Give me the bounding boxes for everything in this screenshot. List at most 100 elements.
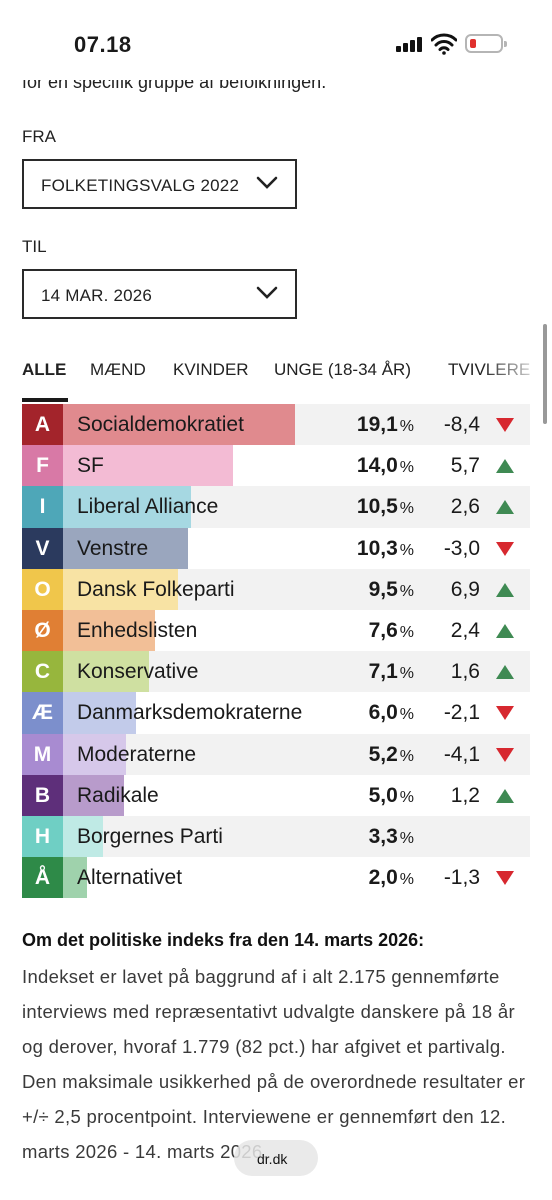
party-percentage-value: 9,5 [368, 577, 398, 601]
from-select[interactable]: FOLKETINGSVALG 2022 [22, 159, 297, 209]
party-name: Liberal Alliance [77, 495, 219, 519]
to-select-value: 14 MAR. 2026 [41, 286, 153, 305]
party-share-bar [63, 404, 295, 446]
triangle-up-icon [496, 623, 514, 638]
party-change: 5,7 [450, 454, 480, 478]
status-time: 07.18 [74, 32, 132, 57]
party-letter-badge: A [22, 404, 63, 446]
party-share-bar [63, 527, 189, 569]
percent-symbol: % [399, 623, 414, 641]
party-percentage: 5,2% [322, 743, 414, 767]
party-name: Radikale [77, 783, 159, 807]
party-change: -3,0 [443, 536, 480, 560]
percent-symbol: % [399, 747, 414, 765]
party-letter-badge: F [22, 445, 63, 487]
party-percentage: 10,3% [322, 537, 414, 561]
party-letter-badge: H [22, 815, 63, 858]
party-name: SF [77, 454, 104, 478]
party-percentage-value: 3,3 [368, 824, 398, 848]
tab-alle[interactable]: ALLE [22, 360, 67, 379]
wifi-icon [431, 33, 457, 55]
percent-symbol: % [399, 459, 414, 477]
triangle-down-icon [496, 871, 514, 886]
triangle-up-icon [496, 459, 514, 474]
party-change: 2,6 [450, 495, 480, 519]
party-letter-badge: C [22, 651, 63, 693]
party-share-bar [63, 651, 150, 693]
triangle-up-icon [496, 582, 514, 597]
to-select[interactable]: 14 MAR. 2026 [22, 269, 297, 319]
party-percentage: 7,6% [322, 619, 414, 643]
cellular-signal-icon [396, 36, 422, 52]
status-bar: 07.18 [0, 0, 552, 80]
about-body: Indekset er lavet på baggrund af i alt 2… [22, 966, 526, 1162]
party-percentage-value: 5,2 [368, 742, 398, 766]
party-share-bar [63, 815, 104, 858]
tabs-fade [482, 356, 552, 396]
party-row: F SF 14,0% 5,7 [22, 445, 530, 487]
triangle-up-icon [496, 788, 514, 803]
party-name: Danmarksdemokraterne [77, 701, 303, 725]
party-percentage-value: 10,3 [356, 536, 398, 560]
scrollbar[interactable] [543, 324, 547, 424]
triangle-down-icon [496, 706, 514, 721]
tab-kvinder[interactable]: KVINDER [173, 360, 249, 379]
party-name: Venstre [77, 536, 149, 560]
percent-symbol: % [399, 871, 414, 889]
triangle-up-icon [496, 500, 514, 515]
party-change: -8,4 [443, 413, 480, 436]
party-percentage: 2,0% [322, 866, 414, 890]
url-text: dr.dk [257, 1151, 288, 1167]
party-change: 2,4 [450, 618, 480, 642]
about-title: Om det politiske indeks fra den 14. mart… [22, 930, 425, 950]
party-change: 1,2 [450, 783, 480, 807]
from-select-value: FOLKETINGSVALG 2022 [41, 176, 240, 195]
party-share-bar [63, 445, 234, 487]
party-letter-badge: V [22, 527, 63, 569]
party-share-bar [63, 733, 127, 775]
party-name: Enhedslisten [77, 618, 198, 642]
triangle-down-icon [496, 541, 514, 556]
party-percentage-value: 2,0 [368, 866, 398, 890]
party-row: C Konservative 7,1% 1,6 [22, 651, 530, 693]
url-bar[interactable] [234, 1140, 318, 1176]
party-row: Æ Danmarksdemokraterne 6,0% -2,1 [22, 692, 530, 734]
party-letter-badge: I [22, 486, 63, 528]
tab-maend[interactable]: MÆND [90, 360, 146, 379]
party-results-table: A Socialdemokratiet 19,1% -8,4 F SF 14,0% 5,7 I L… [22, 404, 530, 899]
chevron-down-icon [256, 286, 278, 299]
party-letter-badge: Æ [22, 692, 63, 734]
party-row: A Socialdemokratiet 19,1% -8,4 [22, 404, 530, 446]
to-label: TIL [22, 237, 47, 256]
party-name: Konservative [77, 660, 199, 684]
party-row: O Dansk Folkeparti 9,5% 6,9 [22, 568, 530, 610]
party-percentage: 3,3% [322, 825, 414, 849]
percent-symbol: % [399, 500, 414, 518]
triangle-down-icon [496, 747, 514, 762]
percent-symbol: % [399, 829, 414, 847]
party-name: Dansk Folkeparti [77, 577, 235, 601]
party-percentage: 14,0% [322, 454, 414, 478]
party-letter-badge: Ø [22, 609, 63, 652]
party-row: V Venstre 10,3% -3,0 [22, 527, 530, 569]
party-percentage: 10,5% [322, 495, 414, 519]
party-share-bar [63, 692, 136, 734]
party-percentage-value: 14,0 [356, 454, 398, 478]
party-share-bar [63, 609, 156, 652]
percent-symbol: % [399, 418, 414, 435]
party-percentage: 7,1% [322, 660, 414, 684]
party-percentage-value: 10,5 [356, 495, 398, 519]
active-tab-indicator [22, 398, 68, 402]
party-change: -2,1 [443, 701, 480, 725]
party-percentage-value: 19,1 [356, 413, 398, 436]
party-letter-badge: Å [22, 857, 63, 899]
party-percentage: 19,1% [322, 413, 414, 437]
party-percentage-value: 6,0 [368, 701, 398, 725]
party-row: H Borgernes Parti 3,3% [22, 815, 530, 858]
party-percentage-value: 7,1 [368, 660, 398, 684]
party-share-bar [63, 774, 124, 816]
party-row: B Radikale 5,0% 1,2 [22, 774, 530, 816]
percent-symbol: % [399, 665, 414, 683]
party-percentage: 6,0% [322, 701, 414, 725]
tab-unge[interactable]: UNGE (18-34 ÅR) [274, 360, 411, 379]
